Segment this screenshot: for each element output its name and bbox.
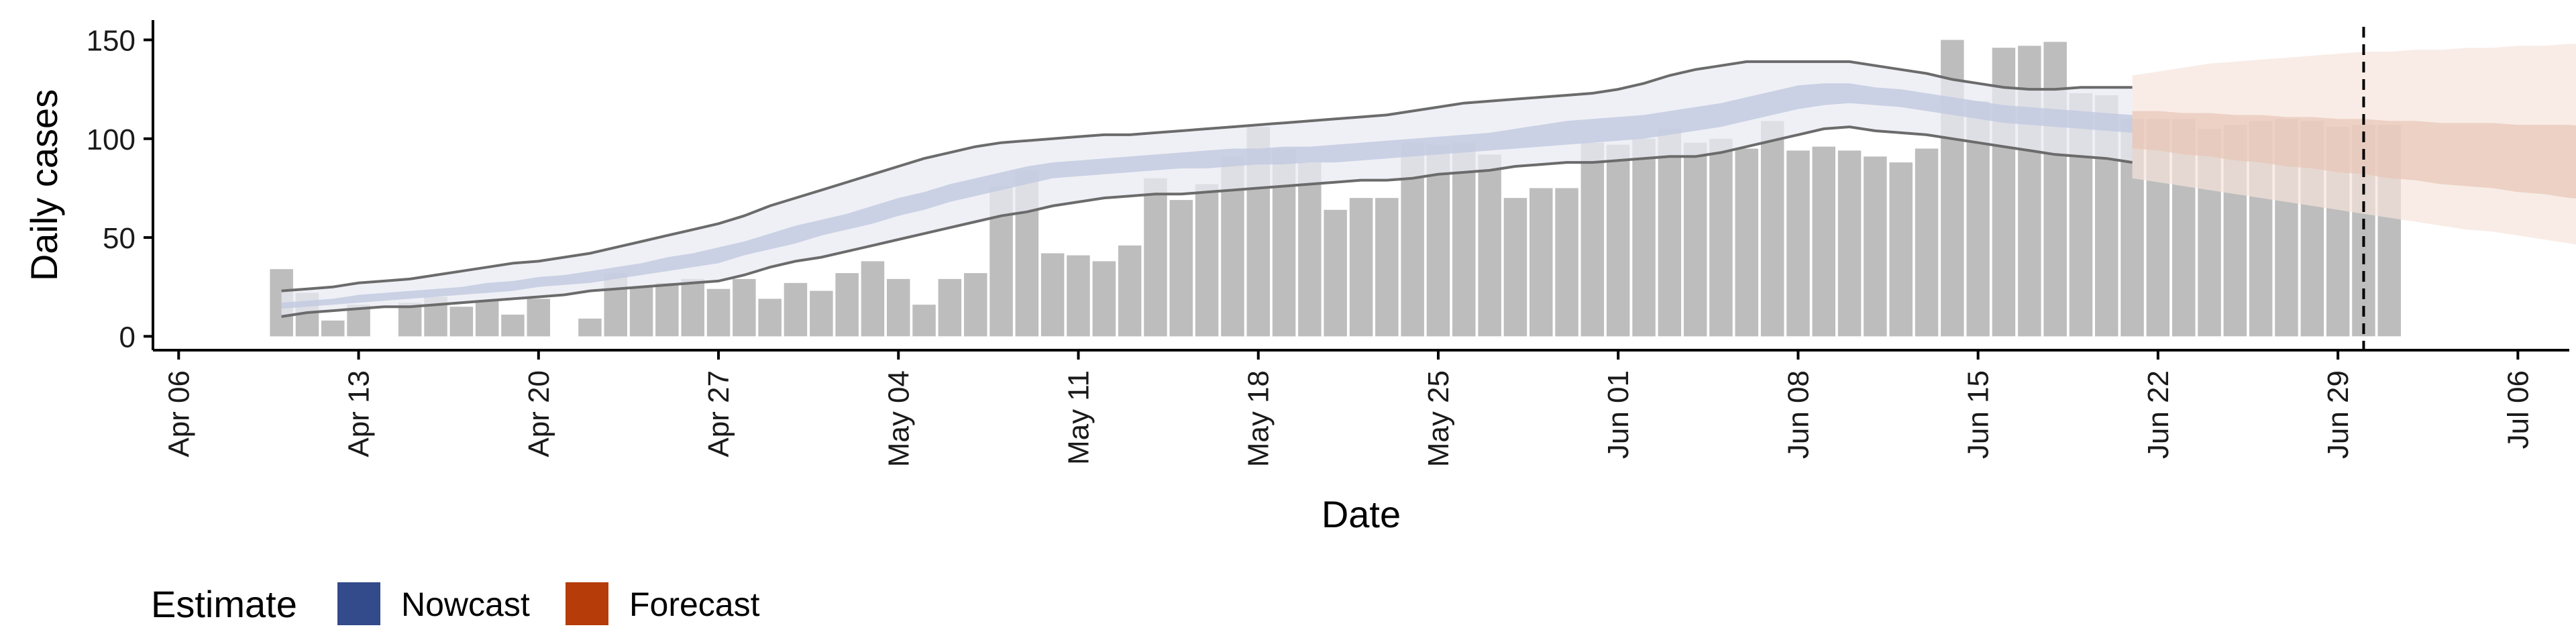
legend-swatch-forecast <box>566 582 608 625</box>
case-bar <box>861 261 885 337</box>
case-bar <box>733 278 756 337</box>
y-tick-label: 50 <box>103 222 136 255</box>
case-bar <box>1040 253 1065 337</box>
case-bar <box>449 307 474 337</box>
case-bar <box>629 286 653 337</box>
case-bar <box>1324 209 1347 337</box>
case-bar <box>1606 144 1630 337</box>
case-bar <box>1658 129 1682 337</box>
ci-outline-lines <box>281 60 2133 318</box>
x-axis-title: Date <box>1322 493 1401 535</box>
x-tick-label: Apr 13 <box>343 370 376 458</box>
legend-title: Estimate <box>151 583 297 625</box>
case-bar <box>1349 198 1373 337</box>
case-bar <box>1503 198 1527 337</box>
nowcast-ribbons <box>281 61 2133 317</box>
x-tick-label: Apr 27 <box>702 370 735 458</box>
case-bar <box>758 299 782 337</box>
x-tick-label: Jul 06 <box>2502 370 2534 449</box>
case-bar <box>1118 245 1142 337</box>
y-tick-label: 0 <box>119 321 136 354</box>
case-bar <box>784 282 808 337</box>
case-bar <box>655 282 679 337</box>
case-bar <box>938 278 962 337</box>
case-bar <box>1144 178 1167 337</box>
x-tick-label: Jun 01 <box>1602 370 1635 459</box>
forecast-ci50-band <box>2132 111 2576 199</box>
y-tick-label: 150 <box>87 24 136 57</box>
legend-label-forecast: Forecast <box>629 586 760 623</box>
forecast-ribbons <box>2132 44 2576 245</box>
nowcast-ci50-band <box>281 83 2133 309</box>
case-bar <box>1735 148 1758 337</box>
case-bar <box>1864 156 1887 337</box>
case-bar <box>1555 188 1578 337</box>
x-tick-label: Jun 22 <box>2142 370 2175 459</box>
case-bar <box>1889 162 1913 337</box>
case-bar <box>578 318 602 337</box>
x-tick-label: Apr 20 <box>523 370 555 458</box>
case-bar <box>1169 200 1193 337</box>
case-bar <box>1452 142 1476 337</box>
case-bar <box>1580 142 1605 337</box>
case-bar <box>475 301 499 337</box>
case-bar <box>1760 121 1784 337</box>
case-bar <box>527 299 550 337</box>
x-tick-label: Jun 15 <box>1962 370 1995 459</box>
legend-swatch-nowcast <box>337 582 380 625</box>
case-bar <box>2043 42 2067 337</box>
case-bar <box>706 288 731 337</box>
legend-label-nowcast: Nowcast <box>401 586 530 623</box>
case-bar <box>1529 188 1553 337</box>
case-bar <box>1375 198 1399 337</box>
x-tick-label: May 11 <box>1062 370 1095 465</box>
case-bar <box>1195 184 1219 337</box>
case-bar <box>1298 162 1322 337</box>
case-bar <box>1812 146 1835 337</box>
case-bar <box>321 320 345 337</box>
case-bar <box>1683 142 1707 337</box>
x-tick-label: May 04 <box>882 370 915 467</box>
nowcast-upper-line <box>281 60 2133 292</box>
case-bar <box>1915 148 1939 337</box>
x-tick-label: May 18 <box>1242 370 1275 467</box>
y-tick-label: 100 <box>87 123 136 156</box>
case-bar <box>964 273 987 337</box>
axes: 0 50 100 150 Apr 06 Apr 13 Apr 20 Apr 27 May 04 M… <box>87 20 2569 467</box>
case-bar <box>835 273 859 337</box>
case-bar <box>912 305 936 337</box>
case-bar <box>1709 138 1733 337</box>
case-bar <box>810 290 833 337</box>
case-bar <box>398 303 422 337</box>
case-bar <box>1092 261 1116 337</box>
case-bar <box>501 315 525 337</box>
nowcast-lower-line <box>281 125 2133 318</box>
case-bar <box>887 278 910 337</box>
case-bar <box>1786 150 1810 337</box>
x-tick-label: Jun 29 <box>2322 370 2355 459</box>
case-bar <box>1478 154 1501 337</box>
case-bar <box>1632 138 1656 337</box>
x-tick-label: Apr 06 <box>162 370 195 458</box>
observed-bars <box>270 40 2401 337</box>
legend: Estimate Nowcast Forecast <box>151 582 760 625</box>
case-bar <box>1837 150 1862 337</box>
y-axis-title: Daily cases <box>23 89 65 281</box>
case-bar <box>681 278 704 337</box>
x-tick-label: May 25 <box>1422 370 1455 467</box>
x-tick-label: Jun 08 <box>1782 370 1815 459</box>
case-bar <box>1067 255 1090 337</box>
